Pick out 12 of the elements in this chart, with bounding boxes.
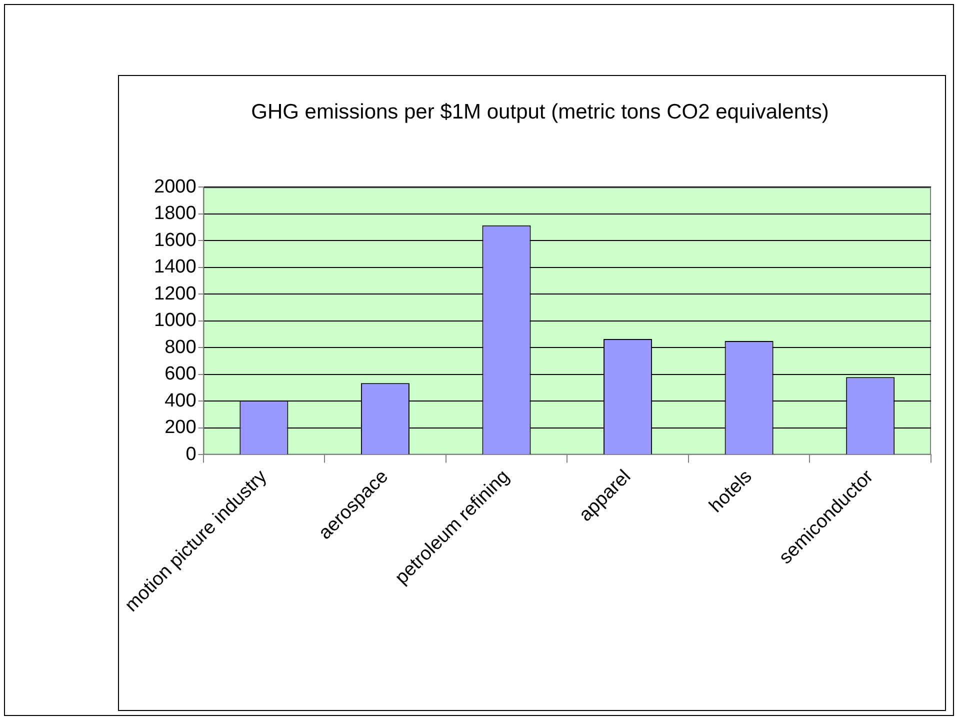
chart-title: GHG emissions per $1M output (metric tons CO2 equivalents) <box>251 100 829 124</box>
y-tick-label: 600 <box>164 364 196 385</box>
y-tick-label: 2000 <box>154 176 196 198</box>
y-tick-label: 1600 <box>154 230 196 251</box>
y-tick-label: 1000 <box>154 310 196 332</box>
y-tick-label: 0 <box>186 444 196 465</box>
y-tick-label: 200 <box>164 417 196 438</box>
y-tick-label: 800 <box>164 336 196 358</box>
y-tick-label: 400 <box>164 390 196 412</box>
y-tick-label: 1800 <box>154 203 196 224</box>
y-tick-label: 1400 <box>154 256 196 278</box>
y-tick-label: 1200 <box>154 283 196 304</box>
